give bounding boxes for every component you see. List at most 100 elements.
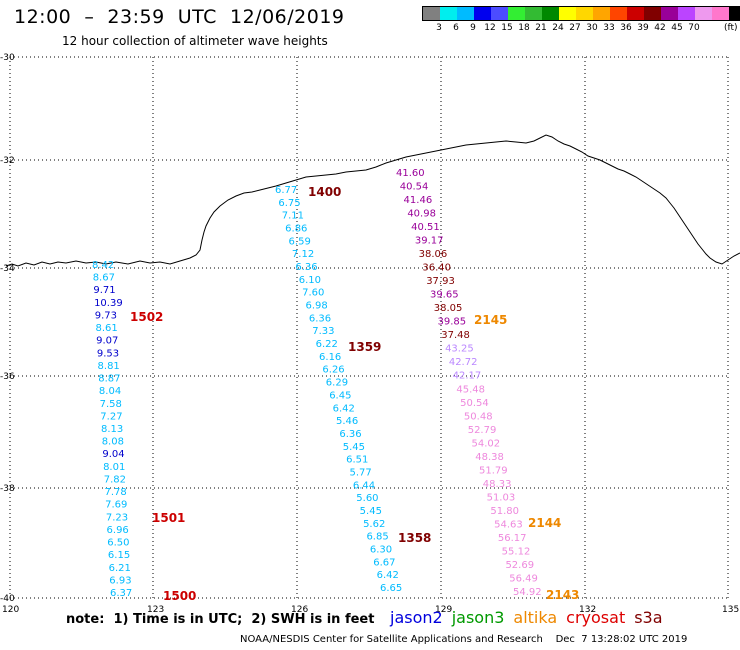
wave-height-value: 6.44 bbox=[353, 480, 375, 491]
legend-ticks: (ft) 3 6 9 12 15 18 21 24 27 30 33 36 39 42 45 70 bbox=[422, 21, 740, 35]
latitude-label: -32 bbox=[0, 156, 15, 166]
wave-height-value: 50.48 bbox=[464, 411, 493, 422]
legend-swatch bbox=[729, 7, 740, 20]
wave-height-value: 40.98 bbox=[407, 209, 436, 220]
wave-height-value: 42.72 bbox=[449, 357, 478, 368]
wave-height-value: 7.78 bbox=[104, 487, 126, 498]
legend-tick-label: 27 bbox=[569, 23, 581, 33]
satellite-name-jason2: jason2 bbox=[390, 608, 443, 627]
legend-unit: (ft) bbox=[724, 23, 738, 33]
wave-height-value: 6.98 bbox=[305, 301, 327, 312]
legend-swatch bbox=[542, 7, 559, 20]
wave-height-value: 9.53 bbox=[97, 348, 119, 359]
wave-height-value: 41.60 bbox=[396, 168, 425, 179]
pass-time-label: 2145 bbox=[474, 313, 507, 327]
wave-height-value: 8.81 bbox=[98, 361, 120, 372]
wave-height-value: 9.07 bbox=[96, 336, 118, 347]
legend-swatch bbox=[695, 7, 712, 20]
legend-swatch bbox=[440, 7, 457, 20]
legend-swatch bbox=[508, 7, 525, 20]
satellite-name-jason3: jason3 bbox=[451, 608, 505, 627]
wave-height-value: 6.10 bbox=[299, 275, 321, 286]
legend-tick-label: 12 bbox=[484, 23, 496, 33]
pass-time-label: 1501 bbox=[152, 511, 185, 525]
wave-height-value: 48.33 bbox=[483, 479, 512, 490]
wave-height-value: 6.96 bbox=[107, 525, 129, 536]
wave-height-value: 56.49 bbox=[509, 573, 538, 584]
pass-time-label: 1500 bbox=[163, 589, 196, 603]
wave-height-value: 39.65 bbox=[430, 290, 459, 301]
wave-height-value: 50.54 bbox=[460, 398, 489, 409]
wave-height-value: 5.45 bbox=[343, 442, 365, 453]
satellite-name-altika: altika bbox=[513, 608, 558, 627]
legend-tick-label: 21 bbox=[535, 23, 547, 33]
legend-swatch bbox=[491, 7, 508, 20]
legend-swatch bbox=[423, 7, 440, 20]
wave-height-value: 56.17 bbox=[498, 533, 527, 544]
map-subtitle: 12 hour collection of altimeter wave hei… bbox=[62, 34, 328, 48]
wave-height-value: 6.65 bbox=[380, 583, 402, 594]
longitude-label: 120 bbox=[2, 605, 19, 615]
wave-height-value: 8.67 bbox=[93, 273, 115, 284]
wave-height-value: 52.79 bbox=[468, 425, 497, 436]
wave-height-value: 7.11 bbox=[282, 211, 304, 222]
credit-line: NOAA/NESDIS Center for Satellite Applica… bbox=[240, 634, 688, 645]
wave-height-value: 6.30 bbox=[370, 544, 392, 555]
wave-height-value: 8.13 bbox=[101, 424, 123, 435]
wave-height-value: 10.39 bbox=[94, 298, 123, 309]
legend-swatch bbox=[457, 7, 474, 20]
pass-time-label: 2143 bbox=[546, 588, 579, 602]
legend-swatch bbox=[593, 7, 610, 20]
wave-height-value: 8.04 bbox=[99, 386, 121, 397]
pass-time-label: 1358 bbox=[398, 531, 431, 545]
wave-height-value: 6.50 bbox=[107, 538, 129, 549]
pass-time-label: 1400 bbox=[308, 185, 341, 199]
wave-height-value: 6.45 bbox=[329, 390, 351, 401]
wave-height-value: 9.71 bbox=[93, 285, 115, 296]
wave-height-value: 6.42 bbox=[333, 403, 355, 414]
wave-height-value: 6.77 bbox=[275, 185, 297, 196]
wave-height-value: 5.46 bbox=[336, 416, 358, 427]
latitude-label: -38 bbox=[0, 484, 15, 494]
wave-height-value: 39.85 bbox=[438, 317, 467, 328]
wave-height-value: 54.92 bbox=[513, 587, 542, 598]
wave-height-value: 8.87 bbox=[98, 374, 120, 385]
color-legend: (ft) 3 6 9 12 15 18 21 24 27 30 33 36 39 42 45 70 bbox=[422, 6, 740, 35]
legend-swatch bbox=[712, 7, 729, 20]
wave-height-value: 37.48 bbox=[441, 330, 470, 341]
wave-height-value: 40.54 bbox=[400, 182, 429, 193]
legend-tick-label: 24 bbox=[552, 23, 564, 33]
satellite-name-cryosat: cryosat bbox=[566, 608, 626, 627]
wave-height-value: 5.45 bbox=[360, 506, 382, 517]
legend-tick-label: 45 bbox=[671, 23, 683, 33]
legend-tick-label: 30 bbox=[586, 23, 598, 33]
wave-height-value: 39.17 bbox=[415, 236, 444, 247]
legend-swatches bbox=[422, 6, 740, 21]
wave-height-value: 6.86 bbox=[285, 224, 307, 235]
legend-tick-label: 70 bbox=[688, 23, 700, 33]
legend-tick-label: 9 bbox=[470, 23, 476, 33]
wave-height-value: 37.93 bbox=[426, 276, 455, 287]
wave-height-value: 6.67 bbox=[373, 557, 395, 568]
wave-height-value: 6.21 bbox=[109, 563, 131, 574]
wave-height-value: 9.73 bbox=[95, 310, 117, 321]
wave-height-value: 6.22 bbox=[316, 339, 338, 350]
wave-height-value: 48.38 bbox=[475, 452, 504, 463]
wave-height-value: 43.25 bbox=[445, 344, 474, 355]
wave-height-value: 8.42 bbox=[92, 260, 114, 271]
legend-swatch bbox=[644, 7, 661, 20]
legend-tick-label: 3 bbox=[436, 23, 442, 33]
wave-height-value: 51.79 bbox=[479, 465, 508, 476]
wave-height-value: 7.82 bbox=[104, 474, 126, 485]
longitude-label: 132 bbox=[579, 605, 596, 615]
legend-swatch bbox=[559, 7, 576, 20]
wave-height-value: 54.63 bbox=[494, 519, 523, 530]
wave-height-value: 6.26 bbox=[322, 365, 344, 376]
legend-swatch bbox=[474, 7, 491, 20]
wave-height-value: 51.03 bbox=[487, 492, 516, 503]
wave-height-value: 6.85 bbox=[366, 532, 388, 543]
legend-tick-label: 6 bbox=[453, 23, 459, 33]
wave-height-value: 6.15 bbox=[108, 550, 130, 561]
wave-height-value: 6.29 bbox=[326, 378, 348, 389]
wave-height-value: 5.60 bbox=[356, 493, 378, 504]
